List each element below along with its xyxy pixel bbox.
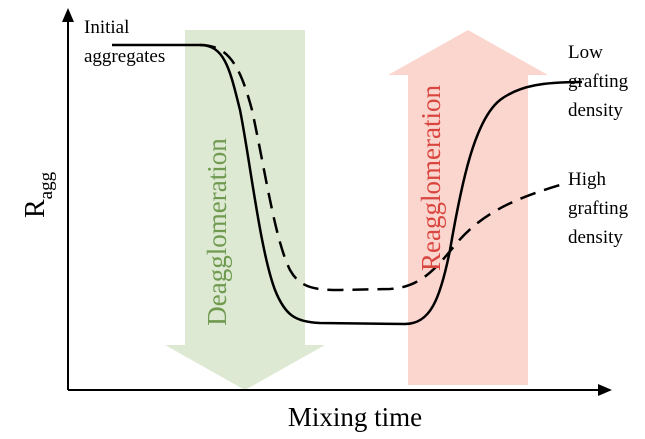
annotation: grafting — [568, 71, 629, 92]
annotation: Initial — [84, 17, 129, 38]
annotation: High — [568, 169, 607, 190]
annotation: aggregates — [84, 46, 165, 67]
deagglomeration-arrow — [165, 30, 325, 390]
y-axis-label-subscript: agg — [36, 171, 57, 199]
annotation: grafting — [568, 198, 629, 219]
high-density-curve — [199, 43, 561, 292]
x-axis-head — [598, 384, 612, 396]
low-density-curve — [112, 43, 583, 326]
annotation: Low — [568, 42, 603, 63]
reagglomeration-arrow — [388, 30, 548, 385]
annotation: density — [568, 100, 623, 121]
y-axis-head — [62, 8, 74, 22]
y-axis-label-main: R — [20, 199, 51, 218]
arrow-label: Deagglomeration — [202, 138, 232, 326]
annotation: density — [568, 227, 623, 248]
x-axis-label: Mixing time — [288, 402, 422, 432]
arrow-label: Reagglomeration — [416, 85, 446, 271]
y-axis-label: Ragg — [20, 171, 57, 218]
